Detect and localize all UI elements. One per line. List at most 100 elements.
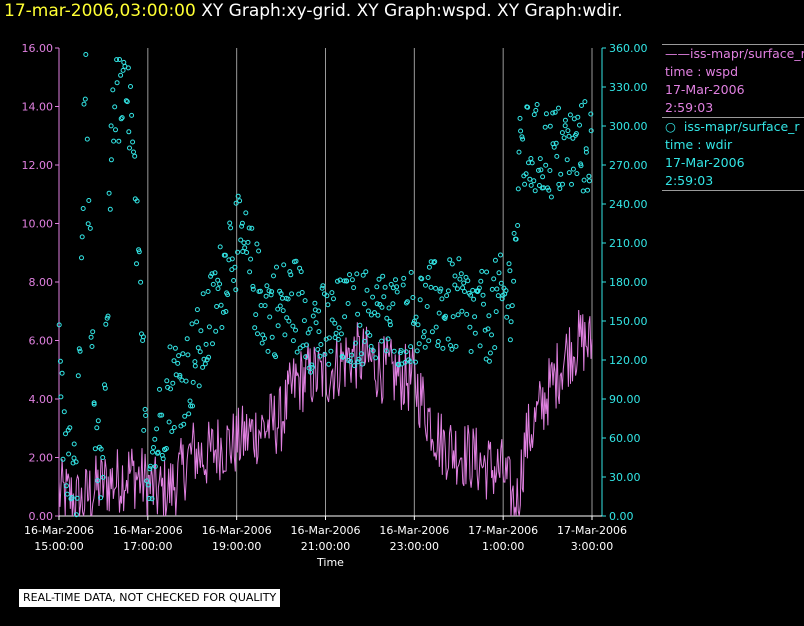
wdir-point bbox=[511, 230, 517, 236]
wdir-point bbox=[85, 221, 91, 227]
wdir-point bbox=[509, 303, 515, 309]
wdir-point bbox=[266, 288, 272, 294]
wdir-point bbox=[480, 292, 486, 298]
wdir-point bbox=[408, 344, 414, 350]
wdir-point bbox=[426, 264, 432, 270]
wdir-point bbox=[404, 299, 410, 305]
wdir-point bbox=[417, 297, 423, 303]
wdir-point bbox=[472, 330, 478, 336]
legend-wdir-time: 2:59:03 bbox=[665, 173, 714, 188]
wdir-point bbox=[150, 449, 155, 455]
wdir-point bbox=[402, 359, 408, 365]
wdir-point bbox=[320, 283, 326, 289]
wdir-point bbox=[157, 412, 163, 418]
wdir-point bbox=[151, 445, 156, 450]
wdir-point bbox=[180, 351, 186, 357]
wdir-point bbox=[159, 412, 165, 418]
wdir-point bbox=[294, 349, 300, 355]
wdir-point bbox=[536, 167, 541, 173]
wdir-point bbox=[169, 429, 175, 434]
wdir-point bbox=[580, 188, 586, 194]
wdir-point bbox=[304, 342, 309, 348]
wdir-point bbox=[225, 292, 231, 298]
wdir-point bbox=[170, 380, 176, 386]
wdir-point bbox=[248, 256, 254, 262]
wdir-point bbox=[433, 324, 439, 330]
wdir-point bbox=[73, 459, 79, 465]
wdir-point bbox=[528, 182, 534, 188]
wdir-point bbox=[426, 338, 432, 344]
wdir-point bbox=[205, 289, 211, 294]
wdir-point bbox=[550, 110, 556, 116]
wdir-point bbox=[308, 369, 314, 375]
wdir-point bbox=[190, 379, 196, 385]
wdir-point bbox=[570, 166, 576, 172]
wdir-point bbox=[504, 314, 510, 320]
wdir-point bbox=[356, 356, 362, 362]
legend-series-wdir: ○ iss-mapr/surface_r bbox=[665, 119, 800, 134]
wdir-point bbox=[254, 241, 260, 247]
wdir-point bbox=[176, 353, 182, 359]
wdir-point bbox=[382, 284, 388, 290]
x-tick-label-date: 16-Mar-2006 bbox=[379, 524, 449, 537]
wdir-point bbox=[403, 349, 409, 355]
wdir-point bbox=[558, 171, 564, 177]
wdir-point bbox=[566, 170, 572, 176]
wdir-point bbox=[567, 112, 573, 118]
wdir-point bbox=[339, 353, 345, 359]
wdir-point bbox=[506, 261, 512, 267]
wdir-point bbox=[380, 273, 386, 279]
wdir-point bbox=[73, 512, 79, 518]
wdir-point bbox=[299, 290, 305, 295]
wdir-point bbox=[157, 386, 162, 392]
wdir-point bbox=[171, 358, 177, 364]
wdir-point bbox=[574, 171, 580, 177]
wdir-point bbox=[187, 398, 193, 404]
left-tick-label: 16.00 bbox=[22, 42, 54, 55]
wdir-point bbox=[113, 127, 118, 133]
wdir-point bbox=[77, 348, 83, 354]
wdir-point bbox=[315, 347, 321, 352]
wdir-point bbox=[281, 262, 287, 268]
wdir-point bbox=[250, 283, 256, 289]
wdir-point bbox=[61, 409, 67, 415]
wdir-point bbox=[166, 419, 172, 425]
wdir-point bbox=[533, 107, 539, 113]
wdir-point bbox=[425, 275, 431, 280]
wdir-point bbox=[237, 198, 243, 204]
wdir-point bbox=[495, 293, 501, 299]
wdir-point bbox=[70, 460, 76, 466]
wdir-point bbox=[114, 57, 120, 63]
wdir-point bbox=[288, 272, 294, 278]
wdir-point bbox=[269, 289, 275, 295]
wdir-point bbox=[197, 349, 203, 355]
wdir-point bbox=[532, 188, 538, 194]
wdir-point bbox=[223, 309, 229, 314]
wdir-point bbox=[59, 370, 65, 376]
wdir-point bbox=[79, 234, 85, 240]
wdir-point bbox=[423, 282, 428, 288]
right-tick-label: 360.00 bbox=[609, 42, 648, 55]
wdir-point bbox=[449, 261, 455, 267]
wdir-point bbox=[179, 377, 185, 383]
right-tick-label: 210.00 bbox=[609, 237, 648, 250]
wdir-point bbox=[485, 326, 491, 332]
wdir-point bbox=[332, 320, 338, 326]
wdir-point bbox=[177, 372, 183, 378]
wdir-point bbox=[196, 383, 202, 389]
wdir-point bbox=[125, 65, 131, 71]
wdir-point bbox=[458, 271, 464, 277]
wdir-point bbox=[511, 278, 517, 284]
wdir-point bbox=[531, 112, 537, 118]
wdir-point bbox=[243, 210, 249, 216]
wdir-point bbox=[523, 171, 529, 177]
wdir-point bbox=[554, 153, 560, 159]
left-tick-label: 6.00 bbox=[29, 335, 54, 348]
wdir-point bbox=[286, 318, 292, 324]
wdir-point bbox=[444, 293, 450, 299]
wdir-point bbox=[208, 273, 214, 279]
wdir-point bbox=[143, 413, 149, 418]
wdir-point bbox=[553, 140, 559, 146]
wdir-point bbox=[89, 344, 95, 349]
wdir-point bbox=[547, 123, 553, 129]
